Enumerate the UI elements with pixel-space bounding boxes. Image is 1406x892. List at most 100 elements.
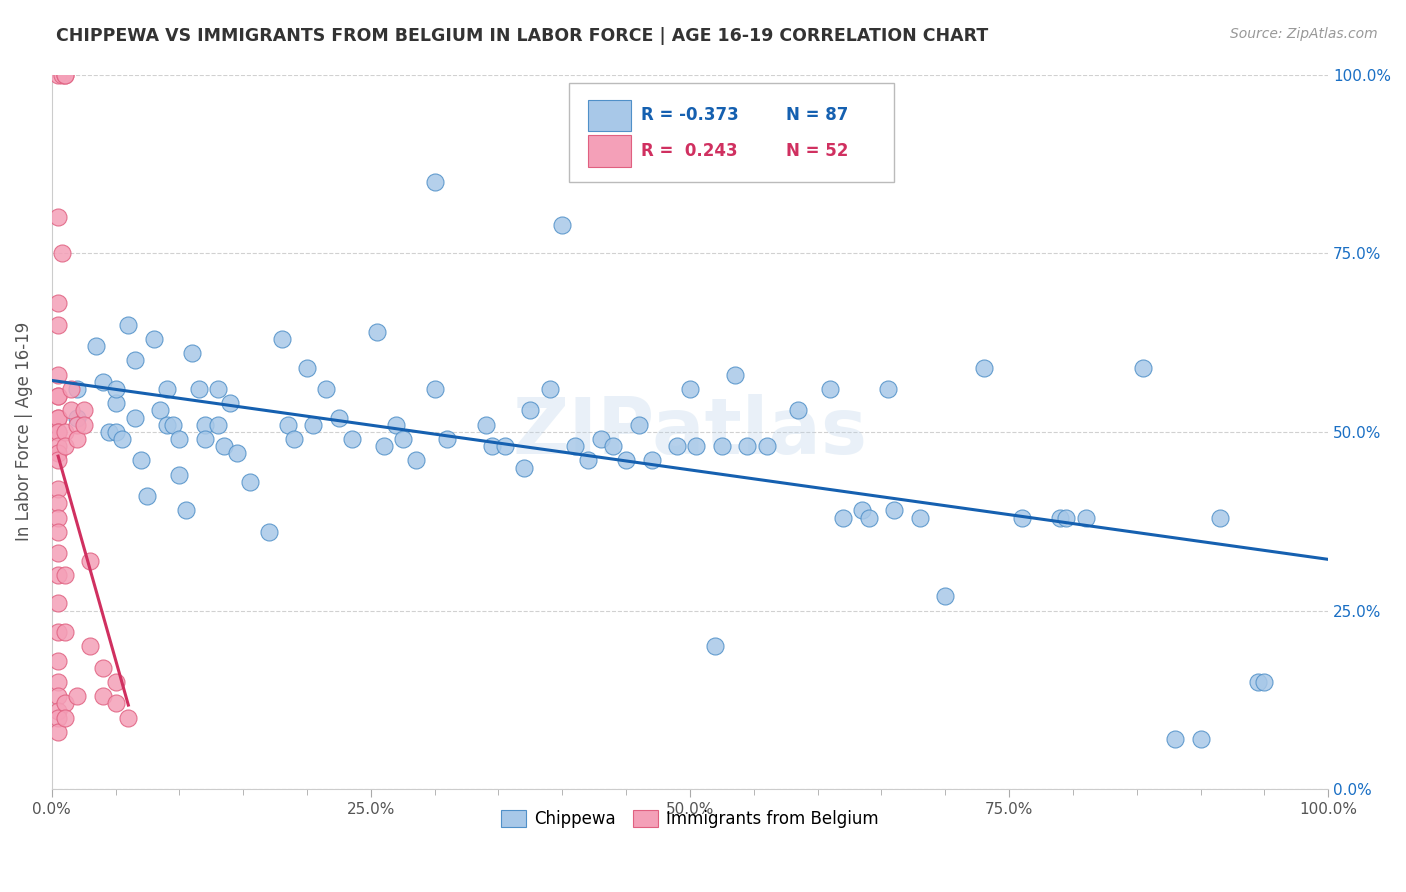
Point xyxy=(1132,360,1154,375)
Point xyxy=(627,417,650,432)
Point xyxy=(640,453,662,467)
FancyBboxPatch shape xyxy=(588,136,631,167)
Point xyxy=(66,417,89,432)
Point xyxy=(832,510,855,524)
Point xyxy=(481,439,503,453)
Point xyxy=(46,211,69,225)
Point xyxy=(207,382,229,396)
Point xyxy=(46,524,69,539)
Point xyxy=(59,382,82,396)
Point xyxy=(187,382,209,396)
Point xyxy=(149,403,172,417)
Point xyxy=(46,690,69,704)
Point xyxy=(207,417,229,432)
Point xyxy=(589,432,612,446)
Point xyxy=(1074,510,1097,524)
Point xyxy=(1049,510,1071,524)
Point xyxy=(73,417,96,432)
Point xyxy=(295,360,318,375)
Point xyxy=(391,432,413,446)
Point xyxy=(239,475,262,489)
Point xyxy=(98,425,121,439)
Point xyxy=(257,524,280,539)
Text: N = 87: N = 87 xyxy=(786,106,848,124)
Point xyxy=(169,432,191,446)
Point xyxy=(46,546,69,560)
Point xyxy=(576,453,599,467)
Point xyxy=(1247,675,1270,690)
Point xyxy=(436,432,458,446)
Point xyxy=(908,510,931,524)
Point xyxy=(46,711,69,725)
Point xyxy=(46,389,69,403)
Point xyxy=(53,68,76,82)
Point xyxy=(46,496,69,510)
Point xyxy=(53,439,76,453)
Point xyxy=(270,332,292,346)
Point xyxy=(59,403,82,417)
Y-axis label: In Labor Force | Age 16-19: In Labor Force | Age 16-19 xyxy=(15,322,32,541)
Point xyxy=(53,711,76,725)
Point xyxy=(385,417,408,432)
Point xyxy=(46,625,69,640)
Point xyxy=(685,439,707,453)
Point xyxy=(53,697,76,711)
Point xyxy=(494,439,516,453)
Point xyxy=(820,382,842,396)
Point xyxy=(340,432,363,446)
Point xyxy=(934,589,956,603)
Point xyxy=(156,382,179,396)
Point xyxy=(302,417,325,432)
FancyBboxPatch shape xyxy=(588,100,631,131)
Point xyxy=(91,661,114,675)
Point xyxy=(142,332,165,346)
Point xyxy=(104,697,127,711)
Point xyxy=(162,417,184,432)
Point xyxy=(46,675,69,690)
Point xyxy=(117,711,139,725)
Point xyxy=(117,318,139,332)
Point xyxy=(46,510,69,524)
Point xyxy=(46,318,69,332)
Point xyxy=(46,596,69,610)
Point xyxy=(46,425,69,439)
Point xyxy=(46,368,69,382)
Point xyxy=(136,489,159,503)
Point xyxy=(46,425,69,439)
Point xyxy=(53,567,76,582)
Point xyxy=(194,417,217,432)
Point xyxy=(710,439,733,453)
Point xyxy=(1056,510,1078,524)
Point xyxy=(513,460,536,475)
Point xyxy=(181,346,204,360)
Text: CHIPPEWA VS IMMIGRANTS FROM BELGIUM IN LABOR FORCE | AGE 16-19 CORRELATION CHART: CHIPPEWA VS IMMIGRANTS FROM BELGIUM IN L… xyxy=(56,27,988,45)
Point xyxy=(111,432,134,446)
Point xyxy=(1253,675,1275,690)
Text: R =  0.243: R = 0.243 xyxy=(641,142,738,160)
Point xyxy=(679,382,702,396)
Point xyxy=(876,382,898,396)
Point xyxy=(46,567,69,582)
Point xyxy=(46,725,69,739)
Text: Source: ZipAtlas.com: Source: ZipAtlas.com xyxy=(1230,27,1378,41)
Point xyxy=(51,68,73,82)
Point xyxy=(104,382,127,396)
Point xyxy=(91,690,114,704)
Point xyxy=(53,425,76,439)
Point xyxy=(283,432,305,446)
Point xyxy=(46,453,69,467)
Point xyxy=(156,417,179,432)
Point xyxy=(46,68,69,82)
Point xyxy=(1164,732,1187,747)
Point xyxy=(53,625,76,640)
Point xyxy=(46,439,69,453)
Text: N = 52: N = 52 xyxy=(786,142,848,160)
Point xyxy=(46,446,69,460)
FancyBboxPatch shape xyxy=(568,83,894,182)
Point xyxy=(755,439,778,453)
Point xyxy=(86,339,108,353)
Point xyxy=(169,467,191,482)
Point xyxy=(851,503,873,517)
Point xyxy=(564,439,586,453)
Point xyxy=(474,417,496,432)
